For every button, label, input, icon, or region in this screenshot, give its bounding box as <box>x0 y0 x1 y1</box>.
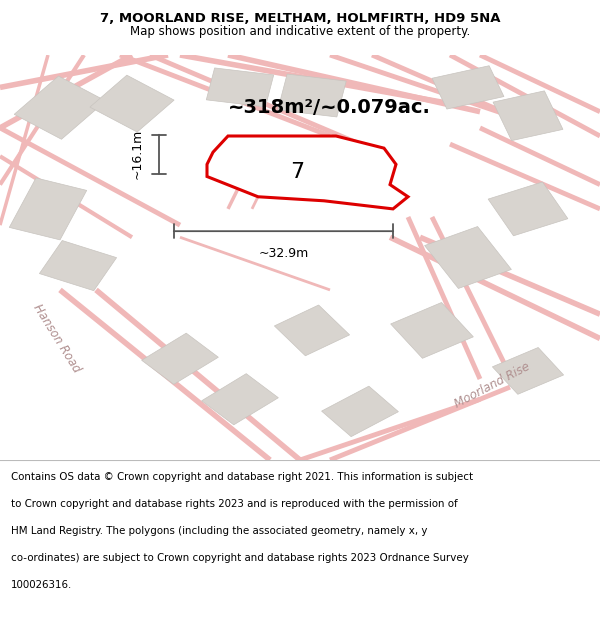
Text: ~16.1m: ~16.1m <box>131 129 144 179</box>
Polygon shape <box>274 305 350 356</box>
Polygon shape <box>278 74 346 117</box>
Text: Map shows position and indicative extent of the property.: Map shows position and indicative extent… <box>130 26 470 39</box>
Text: 7, MOORLAND RISE, MELTHAM, HOLMFIRTH, HD9 5NA: 7, MOORLAND RISE, MELTHAM, HOLMFIRTH, HD… <box>100 12 500 25</box>
Text: Hanson Road: Hanson Road <box>31 302 83 375</box>
Text: ~32.9m: ~32.9m <box>259 248 308 261</box>
Text: to Crown copyright and database rights 2023 and is reproduced with the permissio: to Crown copyright and database rights 2… <box>11 499 457 509</box>
Polygon shape <box>142 333 218 384</box>
Text: co-ordinates) are subject to Crown copyright and database rights 2023 Ordnance S: co-ordinates) are subject to Crown copyr… <box>11 553 469 563</box>
Polygon shape <box>90 75 174 132</box>
Polygon shape <box>493 348 563 394</box>
Polygon shape <box>206 68 274 107</box>
Polygon shape <box>391 302 473 358</box>
Polygon shape <box>260 149 340 192</box>
Text: Moorland Rise: Moorland Rise <box>452 360 532 411</box>
Polygon shape <box>9 178 87 240</box>
Polygon shape <box>252 150 312 187</box>
Polygon shape <box>322 386 398 437</box>
Text: ~318m²/~0.079ac.: ~318m²/~0.079ac. <box>228 98 431 117</box>
Polygon shape <box>493 91 563 141</box>
Text: Contains OS data © Crown copyright and database right 2021. This information is : Contains OS data © Crown copyright and d… <box>11 471 473 481</box>
Polygon shape <box>202 374 278 425</box>
Text: 100026316.: 100026316. <box>11 581 72 591</box>
Polygon shape <box>432 66 504 109</box>
Polygon shape <box>207 136 408 209</box>
Text: HM Land Registry. The polygons (including the associated geometry, namely x, y: HM Land Registry. The polygons (includin… <box>11 526 427 536</box>
Polygon shape <box>14 76 106 139</box>
Polygon shape <box>488 182 568 236</box>
Text: 7: 7 <box>290 162 304 182</box>
Polygon shape <box>40 241 116 291</box>
Polygon shape <box>425 226 511 289</box>
